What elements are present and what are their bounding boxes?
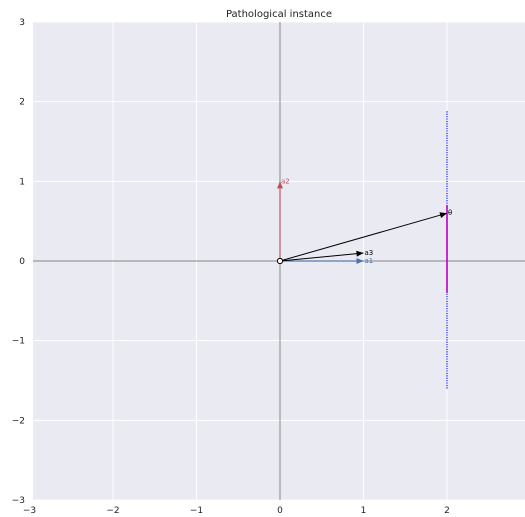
y-tick-label: 1: [19, 177, 25, 187]
x-tick-label: −1: [190, 506, 203, 516]
origin-marker: [276, 257, 284, 265]
vectors: a1 a2 a3 θ: [276, 177, 452, 265]
tick-labels: −3 −2 −1 0 1 2 −3 −2 −1 0 1 2 3: [12, 18, 450, 516]
vector-arrowhead: [277, 181, 283, 189]
vector-label: a1: [365, 257, 374, 265]
y-tick-label: −1: [12, 337, 25, 347]
y-tick-label: 3: [19, 18, 25, 28]
chart-title: Pathological instance: [226, 9, 332, 20]
vector-line: [279, 212, 448, 262]
x-tick-label: 0: [277, 506, 283, 516]
vector-label: a3: [365, 249, 374, 257]
x-tick-label: 1: [361, 506, 367, 516]
vector-label: θ: [448, 209, 452, 217]
y-tick-label: 2: [19, 98, 25, 108]
vector-arrowhead: [439, 212, 447, 219]
y-tick-label: −2: [12, 416, 25, 426]
x-tick-label: −3: [23, 506, 36, 516]
x-tick-label: 2: [444, 506, 450, 516]
vector-label: a2: [281, 177, 290, 185]
y-tick-label: −3: [12, 496, 25, 506]
x-tick-label: −2: [106, 506, 119, 516]
y-tick-label: 0: [19, 257, 25, 267]
vector-arrowhead: [356, 250, 364, 257]
vector-arrowhead: [356, 258, 364, 264]
vector-line: [279, 252, 364, 262]
